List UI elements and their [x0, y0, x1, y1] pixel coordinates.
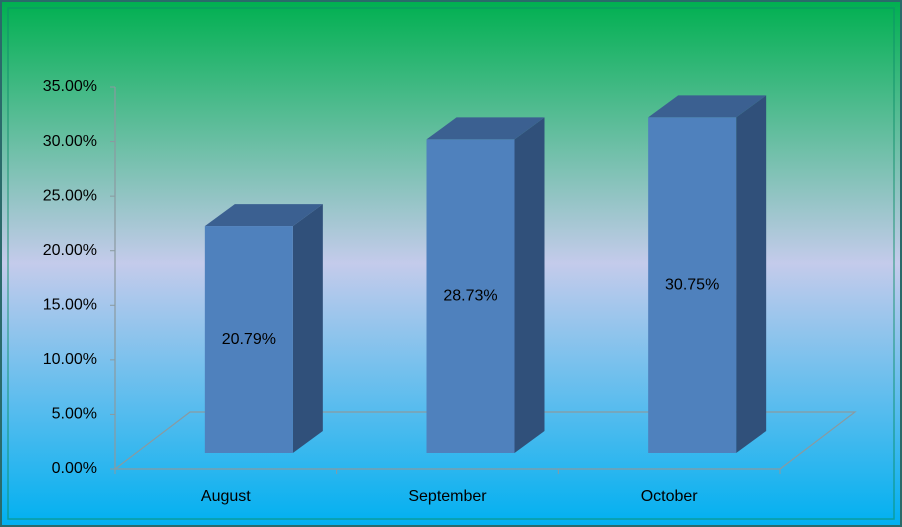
bar-top — [426, 117, 545, 140]
bar-side — [514, 117, 545, 454]
y-tick-label: 15.00% — [43, 297, 97, 314]
bar-top — [648, 95, 767, 118]
bar — [204, 226, 293, 453]
y-tick-label: 25.00% — [43, 187, 97, 204]
y-tick-label: 35.00% — [43, 78, 97, 95]
y-tick-label: 10.00% — [43, 351, 97, 368]
bar — [648, 117, 737, 453]
y-tick-label: 5.00% — [52, 406, 97, 423]
bar-side — [736, 95, 767, 453]
x-tick-label: October — [641, 488, 699, 505]
data-label: 28.73% — [443, 287, 497, 304]
bar — [426, 139, 515, 454]
bar-side — [292, 204, 323, 453]
y-tick-label: 20.00% — [43, 242, 97, 259]
y-tick-label: 0.00% — [52, 460, 97, 477]
x-tick-label: September — [408, 488, 487, 505]
x-tick-label: August — [201, 488, 251, 505]
bar-top — [204, 204, 323, 227]
data-label: 20.79% — [222, 331, 276, 348]
chart-frame — [7, 7, 895, 520]
data-label: 30.75% — [665, 276, 719, 293]
y-tick-label: 30.00% — [43, 133, 97, 150]
